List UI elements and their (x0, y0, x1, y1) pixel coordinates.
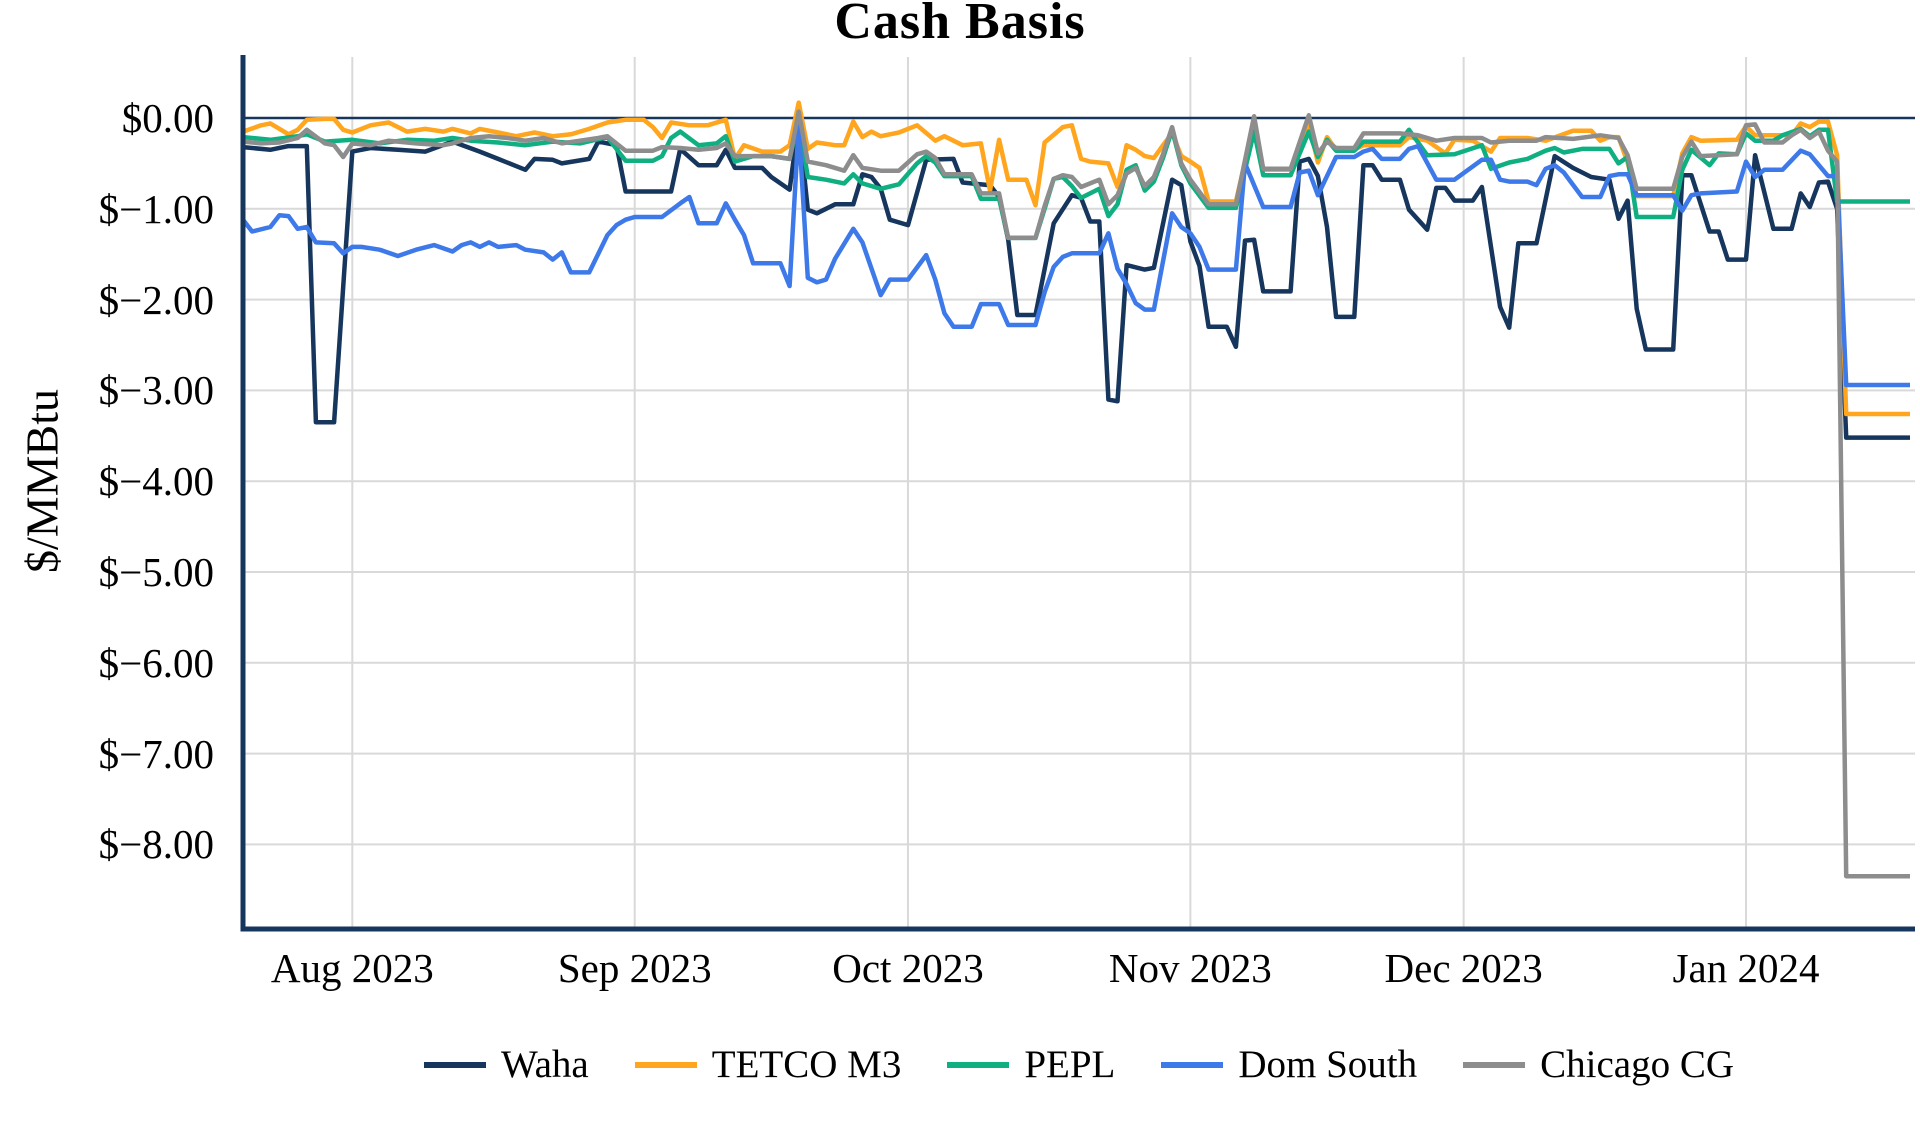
legend-label-dom-south: Dom South (1238, 1043, 1418, 1086)
series-line-chicago-cg (242, 109, 1910, 879)
legend-label-waha: Waha (500, 1043, 589, 1086)
legend-item-waha: Waha (423, 1042, 589, 1087)
legend-swatch-dom-south (1161, 1061, 1224, 1068)
series-line-tetco-m3 (242, 100, 1910, 417)
series-line-dom-south (241, 123, 1910, 388)
chart-title: Cash Basis (834, 0, 1086, 50)
legend-item-pepl: PEPL (947, 1042, 1115, 1087)
legend-label-pepl: PEPL (1024, 1043, 1116, 1086)
legend-label-tetco-m3: TETCO M3 (711, 1043, 902, 1086)
legend-item-chicago-cg: Chicago CG (1463, 1042, 1734, 1087)
legend-swatch-pepl (947, 1061, 1010, 1068)
legend-label-chicago-cg: Chicago CG (1540, 1043, 1735, 1086)
legend: Waha TETCO M3 PEPL Dom South Chicago CG (243, 1042, 1915, 1087)
legend-item-dom-south: Dom South (1161, 1042, 1417, 1087)
legend-swatch-tetco-m3 (634, 1061, 697, 1068)
legend-swatch-waha (423, 1061, 486, 1068)
legend-swatch-chicago-cg (1463, 1061, 1526, 1068)
legend-item-tetco-m3: TETCO M3 (634, 1042, 902, 1087)
